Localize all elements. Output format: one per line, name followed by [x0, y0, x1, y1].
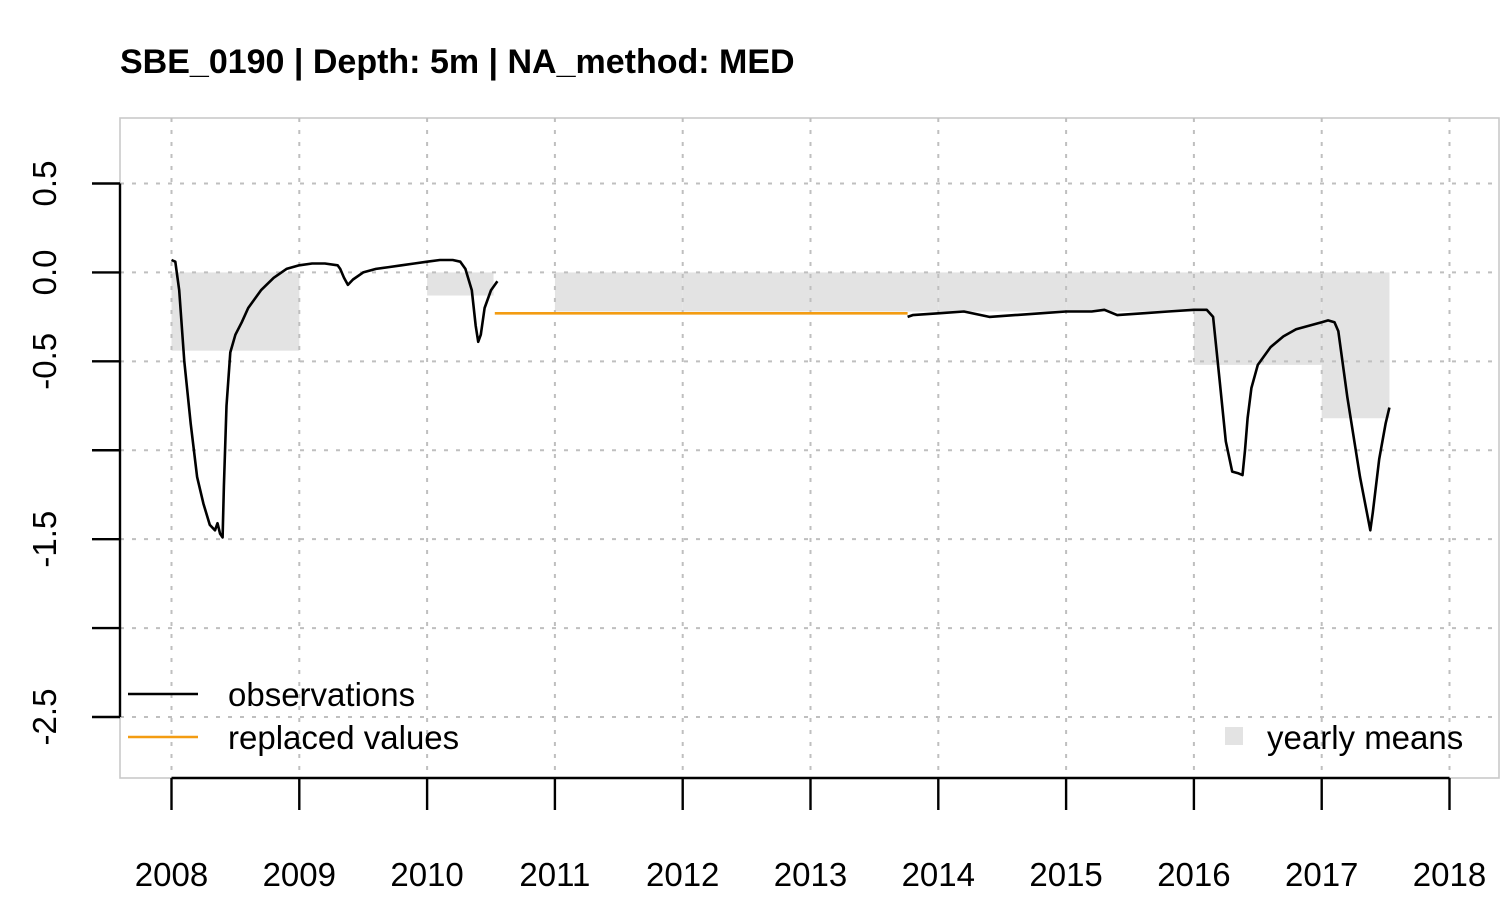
x-tick-label-2013: 2013: [774, 856, 847, 893]
x-tick-label-2015: 2015: [1029, 856, 1102, 893]
y-tick-label-0: 0.0: [26, 249, 63, 295]
partial-mean-bar-0: [493, 272, 555, 298]
x-tick-label-2009: 2009: [263, 856, 336, 893]
y-tick-label-m1_5: -1.5: [26, 511, 63, 568]
x-tick-label-2008: 2008: [135, 856, 208, 893]
y-tick-label-0_5: 0.5: [26, 161, 63, 207]
x-tick-label-2018: 2018: [1413, 856, 1486, 893]
x-tick-label-2012: 2012: [646, 856, 719, 893]
y-tick-label-m0_5: -0.5: [26, 333, 63, 390]
chart-title: SBE_0190 | Depth: 5m | NA_method: MED: [120, 43, 795, 81]
yearly-mean-bar-2013: [810, 272, 939, 312]
legend-right: yearly means: [1225, 719, 1463, 756]
series-layer: [170, 258, 1391, 539]
legend-label-replaced-values: replaced values: [228, 719, 459, 756]
y-tick-label-m2_5: -2.5: [26, 689, 63, 746]
yearly-means-layer: [171, 272, 1390, 419]
yearly-mean-bar-2014: [938, 272, 1067, 312]
grid-layer: [120, 118, 1499, 778]
x-tick-label-2011: 2011: [519, 856, 590, 893]
x-tick-label-2010: 2010: [390, 856, 463, 893]
yearly-mean-bar-2015: [1066, 272, 1194, 312]
yearly-mean-bar-2017: [1321, 272, 1390, 419]
x-tick-label-2016: 2016: [1157, 856, 1230, 893]
yearly-mean-bar-2012: [682, 272, 811, 312]
series-observations-2: [907, 308, 1391, 532]
x-tick-label-2014: 2014: [902, 856, 975, 893]
legend-label-yearly-means: yearly means: [1267, 719, 1463, 756]
x-axis: 2008 2009 2010 2011 2012 2013 2014 2015 2016 2017…: [135, 776, 1486, 893]
legend-swatch-yearly-means: [1225, 727, 1243, 745]
legend-left: observations replaced values: [128, 676, 459, 756]
yearly-mean-bar-2011: [554, 272, 683, 312]
y-axis: 0.5 0.0 -0.5 -1.5 -2.5: [26, 161, 122, 746]
x-tick-label-2017: 2017: [1285, 856, 1358, 893]
series-observations-0: [170, 258, 499, 539]
legend-label-observations: observations: [228, 676, 415, 713]
